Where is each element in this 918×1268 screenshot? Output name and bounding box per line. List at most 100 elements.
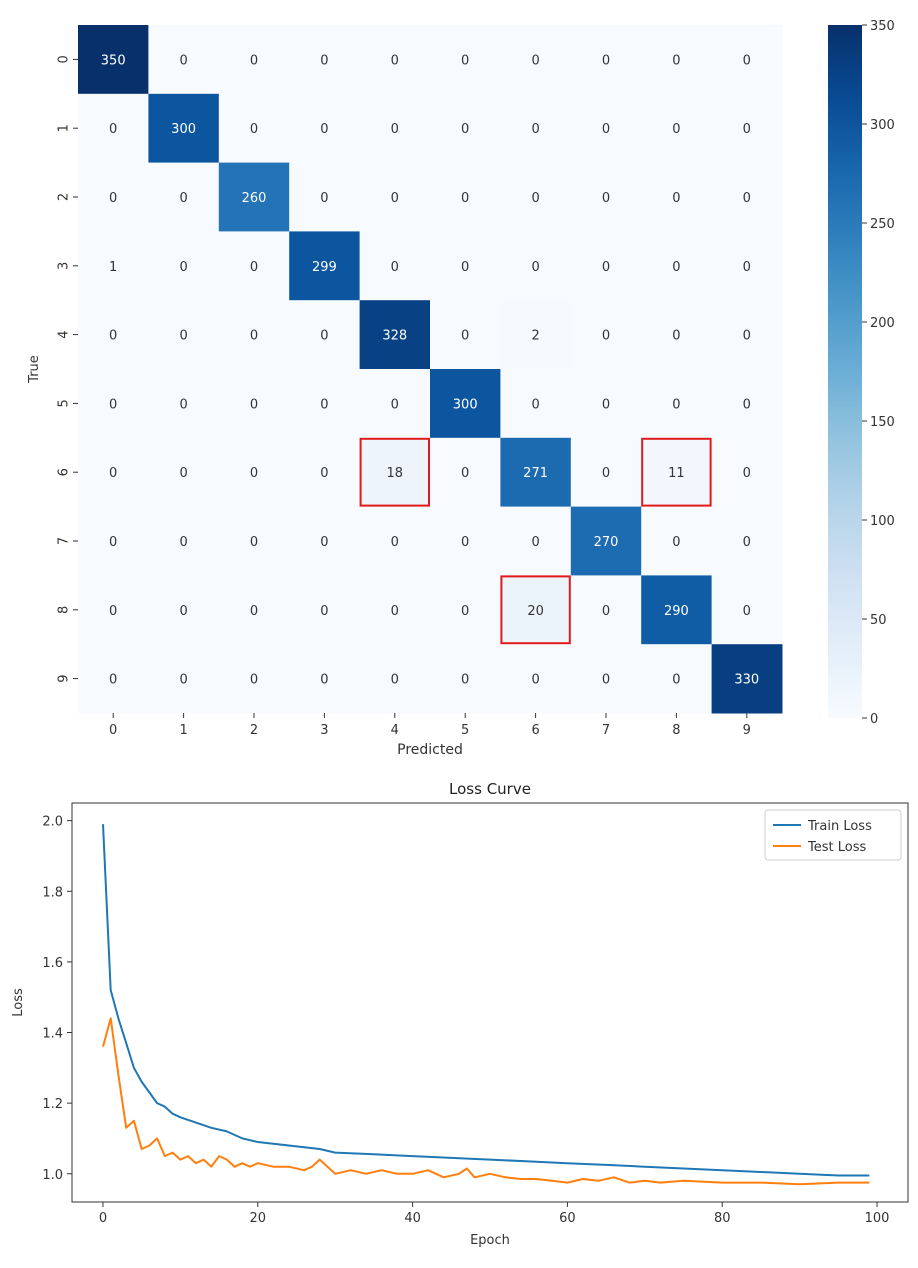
heatmap-cell-value: 0 <box>461 604 469 619</box>
heatmap-cell-value: 20 <box>527 604 544 619</box>
heatmap-cell <box>78 25 149 95</box>
x-tick-label: 60 <box>559 1211 576 1226</box>
x-axis-label: Predicted <box>397 742 463 758</box>
heatmap-cell-value: 0 <box>250 53 258 68</box>
heatmap-cell <box>641 506 713 576</box>
heatmap-cell-value: 0 <box>250 260 258 275</box>
heatmap-cell <box>359 506 431 576</box>
heatmap-cell-value: 0 <box>461 53 469 68</box>
heatmap-cell <box>148 369 220 439</box>
heatmap-cell <box>218 25 290 95</box>
plot-frame <box>71 802 909 1203</box>
heatmap-cell-value: 0 <box>602 260 610 275</box>
heatmap-cell-value: 0 <box>109 535 117 550</box>
heatmap-cell <box>78 437 149 508</box>
heatmap-cell <box>148 575 220 645</box>
x-tick-label: 6 <box>531 723 539 738</box>
heatmap-cell <box>218 369 290 439</box>
heatmap-cell <box>711 437 783 508</box>
heatmap-cell <box>570 231 642 301</box>
heatmap-cell <box>289 300 361 370</box>
heatmap-cell-value: 0 <box>250 397 258 412</box>
colorbar: 0 50 100 150 200 250 300 350 <box>828 19 895 727</box>
heatmap-cell-value: 0 <box>391 122 399 137</box>
y-tick-label: 1.8 <box>42 885 63 900</box>
y-tick-label: 2 <box>57 193 72 201</box>
x-tick-label: 1 <box>179 723 187 738</box>
heatmap-cell-value: 0 <box>179 260 187 275</box>
heatmap-cell <box>430 300 501 370</box>
heatmap-cell <box>289 575 361 645</box>
heatmap-cell <box>430 162 501 232</box>
y-tick-label: 6 <box>57 468 72 476</box>
heatmap-cell-value: 0 <box>109 329 117 344</box>
heatmap-cell <box>641 231 713 301</box>
heatmap-cell <box>78 575 149 645</box>
heatmap-cell-value: 270 <box>594 535 619 550</box>
heatmap-cell <box>359 25 431 95</box>
heatmap-cell-value: 0 <box>602 191 610 206</box>
heatmap-cell <box>78 369 149 439</box>
heatmap-cell <box>570 369 642 439</box>
y-tick-label: 2.0 <box>42 815 63 830</box>
heatmap-cell-value: 0 <box>531 535 539 550</box>
heatmap-cell-value: 271 <box>523 466 548 481</box>
y-tick-label: 4 <box>57 330 72 338</box>
heatmap-cell <box>78 162 149 232</box>
x-tick-label: 4 <box>391 723 399 738</box>
heatmap-cell <box>500 369 572 439</box>
heatmap-cell <box>359 575 431 645</box>
heatmap-cell-value: 350 <box>101 53 126 68</box>
heatmap-cell-value: 299 <box>312 260 337 275</box>
heatmap-cell-value: 0 <box>179 673 187 688</box>
heatmap-cell <box>148 644 220 714</box>
heatmap-cell-value: 0 <box>391 673 399 688</box>
heatmap-cell-value: 1 <box>109 260 117 275</box>
heatmap-cell-value: 0 <box>602 53 610 68</box>
heatmap-cell <box>500 162 572 232</box>
heatmap-cell-value: 0 <box>672 260 680 275</box>
colorbar-tick-label: 350 <box>870 19 895 34</box>
heatmap-cell <box>218 644 290 714</box>
heatmap-cell-value: 0 <box>602 329 610 344</box>
colorbar-tick-label: 150 <box>870 415 895 430</box>
heatmap-cell-value: 290 <box>664 604 689 619</box>
heatmap-cell <box>148 300 220 370</box>
heatmap-cell-value: 0 <box>109 191 117 206</box>
heatmap-cell-value: 0 <box>250 122 258 137</box>
x-axis-label: Epoch <box>470 1233 510 1248</box>
heatmap-cell-value: 0 <box>320 535 328 550</box>
heatmap-cell-value: 0 <box>179 535 187 550</box>
heatmap-cell-value: 0 <box>179 604 187 619</box>
heatmap-cell-value: 0 <box>179 191 187 206</box>
y-tick-label: 0 <box>57 55 72 63</box>
heatmap-cell <box>570 162 642 232</box>
colorbar-tick-label: 250 <box>870 217 895 232</box>
heatmap-cell-value: 0 <box>320 329 328 344</box>
heatmap-cell <box>570 575 642 645</box>
heatmap-cell-value: 0 <box>250 329 258 344</box>
colorbar-tick-label: 300 <box>870 118 895 133</box>
heatmap-cell-value: 0 <box>602 397 610 412</box>
heatmap-cell <box>570 437 642 508</box>
heatmap-cell-value: 0 <box>743 53 751 68</box>
heatmap-cell-value: 0 <box>391 191 399 206</box>
chart-title: Loss Curve <box>449 780 531 798</box>
heatmap-cell-value: 0 <box>743 535 751 550</box>
highlight-box <box>500 575 571 645</box>
heatmap-cell-value: 0 <box>250 604 258 619</box>
heatmap-cell <box>711 231 783 301</box>
y-tick-label: 9 <box>57 674 72 682</box>
heatmap-cell-value: 260 <box>242 191 267 206</box>
heatmap-cell-value: 0 <box>672 535 680 550</box>
heatmap-cell-value: 0 <box>531 397 539 412</box>
heatmap-cell <box>148 162 220 232</box>
heatmap-cell <box>500 506 572 576</box>
heatmap-cell-value: 0 <box>109 466 117 481</box>
heatmap-cell-value: 18 <box>387 466 404 481</box>
heatmap-cell-value: 0 <box>320 466 328 481</box>
legend-label: Test Loss <box>807 840 866 855</box>
heatmap-cell <box>641 300 713 370</box>
heatmap-cell-value: 300 <box>171 122 196 137</box>
heatmap-cell <box>711 575 783 645</box>
